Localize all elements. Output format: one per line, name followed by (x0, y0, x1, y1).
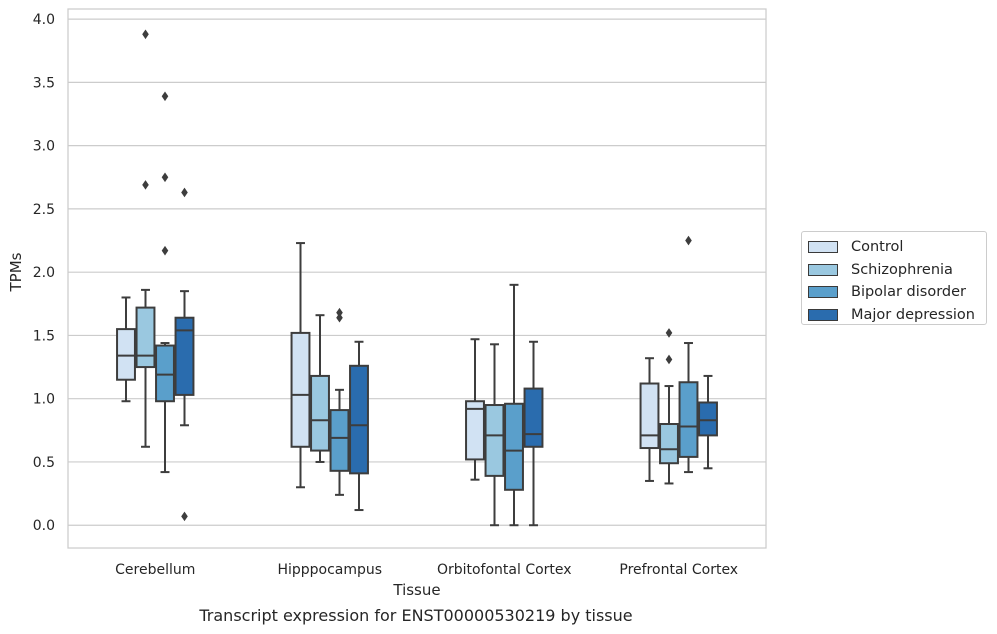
box-iqr (484, 404, 505, 477)
legend-swatch (808, 308, 838, 321)
box-iqr (504, 402, 524, 491)
box-2-1 (329, 307, 350, 496)
legend-label: Major depression (851, 306, 975, 323)
outlier-point (181, 511, 188, 522)
y-tick-label: 3.0 (33, 139, 55, 155)
box-1-2 (484, 343, 505, 527)
box-iqr (155, 344, 175, 403)
outlier-point (665, 328, 673, 338)
y-ticks: 0.0 0.5 1.0 1.5 2.0 2.5 3.0 3.5 4.0 (33, 12, 55, 534)
boxes (116, 29, 718, 527)
outlier-point (336, 307, 343, 318)
box-0-2 (465, 338, 485, 481)
box-iqr (349, 364, 369, 475)
box-0-1 (290, 242, 311, 489)
y-tick-label: 0.0 (33, 518, 55, 534)
y-tick-label: 1.5 (33, 328, 55, 344)
box-iqr (698, 401, 718, 437)
outlier-point (142, 29, 149, 40)
outlier-point (142, 180, 149, 190)
box-iqr (329, 409, 350, 472)
box-iqr (290, 331, 311, 448)
plot-area (68, 9, 766, 548)
x-tick-label: Cerebellum (115, 562, 195, 578)
outlier-point (181, 187, 188, 198)
box-iqr (523, 387, 544, 448)
legend-swatch (808, 286, 838, 299)
box-3-0 (174, 187, 195, 522)
box-iqr (639, 382, 660, 450)
legend: Control Schizophrenia Bipolar disorder Majo… (801, 231, 987, 325)
box-iqr (678, 381, 699, 458)
x-tick-label: Orbitofontal Cortex (437, 562, 572, 578)
x-tick-label: Hipppocampus (277, 562, 382, 578)
figure-caption: Transcript expression for ENST0000053021… (199, 606, 633, 625)
legend-item: Bipolar disorder (808, 281, 986, 304)
x-tick-label: Prefrontal Cortex (619, 562, 738, 578)
x-ticks: Cerebellum Hipppocampus Orbitofontal Corte… (115, 562, 738, 578)
legend-label: Bipolar disorder (851, 284, 966, 301)
box-1-3 (659, 328, 679, 485)
box-3-2 (523, 340, 544, 527)
box-0-0 (116, 296, 136, 403)
box-1-0 (135, 29, 156, 448)
box-iqr (116, 328, 136, 381)
outlier-point (161, 91, 169, 102)
y-tick-label: 1.0 (33, 392, 55, 408)
legend-label: Schizophrenia (851, 261, 953, 278)
y-tick-label: 2.5 (33, 202, 55, 218)
outlier-point (685, 235, 692, 246)
legend-swatch (808, 263, 838, 276)
box-2-2 (504, 283, 524, 527)
x-axis-label: Tissue (392, 581, 440, 599)
box-iqr (174, 316, 195, 396)
legend-item: Major depression (808, 304, 986, 327)
outlier-point (161, 172, 169, 183)
box-iqr (659, 423, 679, 465)
y-tick-label: 3.5 (33, 75, 55, 91)
y-tick-label: 2.0 (33, 265, 55, 281)
outlier-point (665, 354, 673, 365)
outlier-point (336, 312, 343, 323)
box-3-3 (698, 374, 718, 470)
legend-swatch (808, 241, 838, 254)
legend-label: Control (851, 239, 904, 256)
y-tick-label: 4.0 (33, 12, 55, 28)
legend-item: Control (808, 236, 986, 259)
legend-item: Schizophrenia (808, 259, 986, 282)
box-1-1 (310, 314, 330, 463)
box-2-0 (155, 91, 175, 474)
box-iqr (135, 306, 156, 369)
outlier-point (161, 245, 169, 256)
box-iqr (310, 374, 330, 452)
box-0-3 (639, 357, 660, 482)
y-tick-label: 0.5 (33, 455, 55, 471)
y-axis-label: TPMs (7, 252, 25, 292)
box-iqr (465, 400, 485, 461)
box-2-3 (678, 235, 699, 474)
box-3-1 (349, 340, 369, 512)
plot-frame (67, 8, 767, 549)
